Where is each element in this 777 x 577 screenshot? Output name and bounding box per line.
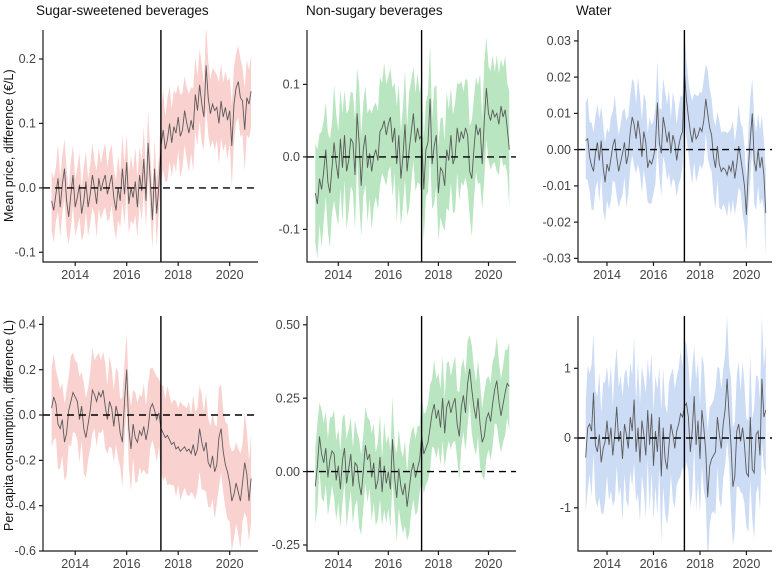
y-tick-label: 0 (564, 431, 571, 445)
y-tick-label: 0.2 (19, 52, 36, 66)
x-tick-label: 2018 (686, 557, 714, 570)
y-tick-label: -0.1 (14, 246, 36, 260)
y-tick-label: -0.25 (272, 538, 301, 552)
x-tick-label: 2020 (732, 557, 760, 570)
confidence-band (315, 37, 510, 259)
y-tick-label: 0.25 (276, 391, 300, 405)
column-title-non-sugary-beverages: Non-sugary beverages (306, 3, 443, 18)
column-title-water: Water (576, 3, 612, 18)
axis-lines (306, 316, 516, 552)
axis-lines (306, 30, 516, 263)
x-tick-label: 2016 (374, 557, 402, 570)
x-tick-label: 2018 (424, 268, 452, 282)
x-tick-label: 2014 (593, 557, 621, 570)
y-tick-label: -0.01 (543, 179, 572, 193)
y-tick-label: 0.00 (276, 465, 300, 479)
panel-consumption-nonsugary: 0.50 0.25 0.00 -0.25 2014 2016 2018 2020 (266, 308, 519, 575)
x-tick-label: 2018 (164, 268, 192, 282)
y-tick-label: 0.0 (19, 181, 36, 195)
axis-lines (42, 30, 258, 263)
y-tick-label: 0.03 (547, 34, 571, 48)
panel-price-nonsugary: 0.1 0.0 -0.1 2014 2016 2018 2020 (266, 22, 519, 289)
y-tick-label: -1 (560, 501, 571, 515)
y-tick-label: 1 (564, 362, 571, 376)
x-tick-label: 2016 (640, 557, 668, 570)
confidence-band (51, 333, 252, 551)
x-tick-label: 2020 (732, 268, 760, 282)
y-tick-label: 0.01 (547, 107, 571, 121)
panel-price-water: 0.03 0.02 0.01 0.00 -0.01 -0.02 -0.03 2014 2016 2… (532, 22, 775, 289)
trend-line (51, 369, 252, 502)
x-tick-label: 2014 (61, 557, 89, 570)
x-tick-label: 2014 (593, 268, 621, 282)
y-tick-label: 0.1 (283, 78, 300, 92)
x-tick-label: 2016 (113, 268, 141, 282)
y-tick-label: -0.03 (543, 252, 572, 266)
x-tick-label: 2014 (324, 268, 352, 282)
x-tick-label: 2020 (216, 557, 244, 570)
trend-line (314, 368, 510, 507)
trend-line (585, 73, 767, 215)
column-title-sugar-sweetened-beverages: Sugar-sweetened beverages (36, 3, 209, 18)
y-tick-label: -0.2 (14, 454, 36, 468)
y-tick-label: 0.1 (19, 117, 36, 131)
x-tick-label: 2018 (686, 268, 714, 282)
trend-line (51, 65, 252, 221)
panel-price-ssb: 0.2 0.1 0.0 -0.1 2014 2016 2018 2020 (10, 22, 261, 289)
x-tick-label: 2016 (640, 268, 668, 282)
confidence-band (585, 30, 766, 257)
panel-consumption-ssb: 0.4 0.2 0.0 -0.2 -0.4 -0.6 2014 2016 2018 2020 (10, 308, 261, 575)
axis-lines (577, 316, 772, 552)
x-tick-label: 2016 (113, 557, 141, 570)
trend-line (585, 378, 767, 498)
x-tick-label: 2014 (61, 268, 89, 282)
y-tick-label: 0.0 (19, 408, 36, 422)
confidence-band (315, 335, 510, 542)
confidence-band (585, 316, 766, 551)
trend-line (314, 87, 510, 205)
x-tick-label: 2020 (216, 268, 244, 282)
y-tick-label: -0.02 (543, 215, 572, 229)
axis-lines (577, 30, 772, 263)
y-tick-label: 0.0 (283, 150, 300, 164)
x-tick-label: 2020 (475, 557, 503, 570)
confidence-band (51, 30, 252, 249)
x-tick-label: 2018 (424, 557, 452, 570)
x-tick-label: 2014 (324, 557, 352, 570)
x-tick-label: 2018 (164, 557, 192, 570)
y-tick-label: 0.00 (547, 143, 571, 157)
y-tick-label: 0.2 (19, 363, 36, 377)
x-tick-label: 2016 (374, 268, 402, 282)
panel-consumption-water: 1 0 -1 2014 2016 2018 2020 (532, 308, 775, 575)
y-tick-label: 0.50 (276, 318, 300, 332)
y-tick-label: 0.4 (19, 318, 36, 332)
y-tick-label: 0.02 (547, 70, 571, 84)
y-tick-label: -0.4 (14, 499, 36, 513)
x-tick-label: 2020 (475, 268, 503, 282)
y-tick-label: -0.6 (14, 544, 36, 558)
y-tick-label: -0.1 (278, 223, 300, 237)
